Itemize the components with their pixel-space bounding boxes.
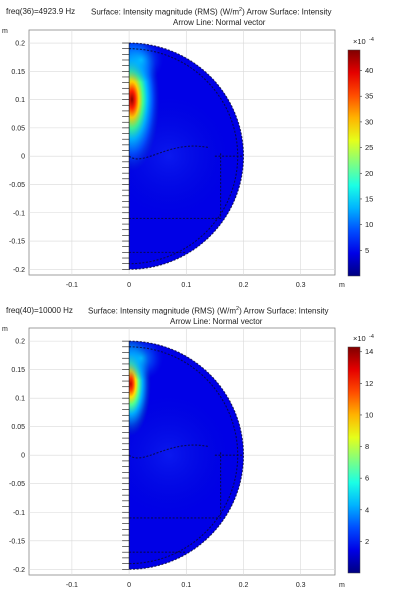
freq-label: freq(40)=10000 Hz [6, 306, 73, 315]
y-unit-label: m [2, 28, 8, 35]
y-tick-label: 0.2 [15, 41, 25, 48]
y-tick-label: 0 [21, 154, 25, 161]
x-unit-label: m [339, 582, 345, 589]
colorbar-tick-label: 40 [365, 66, 373, 75]
arrow-line-box [129, 452, 222, 519]
colorbar-tick-label: 8 [365, 442, 369, 451]
colorbar-tick-label: 20 [365, 169, 373, 178]
colorbar-tick-label: 35 [365, 92, 373, 101]
colorbar-exponent: -4 [369, 37, 374, 43]
colorbar-tick-label: 25 [365, 143, 373, 152]
x-tick-label: 0 [127, 282, 131, 289]
arrow-line-box [129, 153, 222, 219]
arrow-line-outer [129, 42, 244, 270]
y-tick-label: -0.05 [9, 481, 25, 488]
x-tick-label: 0.3 [296, 582, 306, 589]
intensity-mid [129, 96, 230, 217]
chart-title-line1: Surface: Intensity magnitude (RMS) (W/m2… [91, 7, 332, 17]
arrow-line-curve [128, 145, 210, 160]
x-tick-label: 0 [127, 582, 131, 589]
arrow-line-curve [128, 444, 210, 459]
normal-vector-arrows [122, 42, 130, 270]
colorbar [347, 346, 361, 574]
colorbar-tick-label: 6 [365, 474, 369, 483]
y-tick-label: 0.1 [15, 97, 25, 104]
y-tick-label: -0.2 [13, 267, 25, 274]
colorbar-tick-label: 30 [365, 117, 373, 126]
x-tick-label: 0.2 [239, 582, 249, 589]
colorbar [347, 49, 361, 277]
y-tick-label: -0.15 [9, 239, 25, 246]
colorbar-multiplier: ×10 [353, 37, 366, 46]
colorbar-tick-label: 5 [365, 246, 369, 255]
freq-label: freq(36)=4923.9 Hz [6, 7, 76, 16]
x-tick-label: -0.1 [66, 582, 78, 589]
colorbar-tick-label: 14 [365, 347, 373, 356]
intensity-glow [129, 43, 166, 84]
heatmap-plot: -0.1 0 0.1 0.2 0.3 0.2 0.15 0.1 0.05 0 -0.05 -0.1 -0… [2, 326, 374, 589]
chart-title-line2: Arrow Line: Normal vector [170, 317, 263, 326]
colorbar-tick-label: 10 [365, 220, 373, 229]
colorbar-multiplier: ×10 [353, 334, 366, 343]
y-tick-label: 0.05 [11, 125, 25, 132]
y-tick-label: -0.05 [9, 182, 25, 189]
x-tick-label: 0.1 [181, 582, 191, 589]
y-tick-label: 0 [21, 453, 25, 460]
chart-title-line2: Arrow Line: Normal vector [173, 18, 266, 27]
plot-panel: freq(36)=4923.9 Hz Surface: Intensity ma… [0, 0, 402, 297]
y-unit-label: m [2, 326, 8, 333]
colorbar-tick-label: 15 [365, 194, 373, 203]
y-tick-label: -0.15 [9, 538, 25, 545]
chart-title-line1: Surface: Intensity magnitude (RMS) (W/m2… [88, 306, 329, 316]
plot-panel: freq(40)=10000 Hz Surface: Intensity mag… [0, 297, 402, 594]
colorbar-tick-label: 4 [365, 505, 369, 514]
x-tick-label: -0.1 [66, 282, 78, 289]
y-tick-label: -0.2 [13, 567, 25, 574]
colorbar-tick-label: 2 [365, 537, 369, 546]
y-tick-label: 0.15 [11, 367, 25, 374]
y-tick-label: 0.15 [11, 69, 25, 76]
x-tick-label: 0.3 [296, 282, 306, 289]
x-tick-label: 0.2 [239, 282, 249, 289]
intensity-glow [129, 341, 166, 383]
normal-vector-arrows [122, 340, 130, 570]
x-tick-label: 0.1 [181, 282, 191, 289]
y-tick-label: 0.05 [11, 424, 25, 431]
heatmap-plot: -0.1 0 0.1 0.2 0.3 0.2 0.15 0.1 0.05 0 -0.05 -0.1 -0… [2, 28, 374, 289]
x-unit-label: m [339, 282, 345, 289]
y-tick-label: 0.1 [15, 396, 25, 403]
y-tick-label: -0.1 [13, 210, 25, 217]
y-tick-label: -0.1 [13, 510, 25, 517]
y-tick-label: 0.2 [15, 339, 25, 346]
colorbar-tick-label: 12 [365, 379, 373, 388]
colorbar-tick-label: 10 [365, 410, 373, 419]
colorbar-exponent: -4 [369, 334, 374, 340]
